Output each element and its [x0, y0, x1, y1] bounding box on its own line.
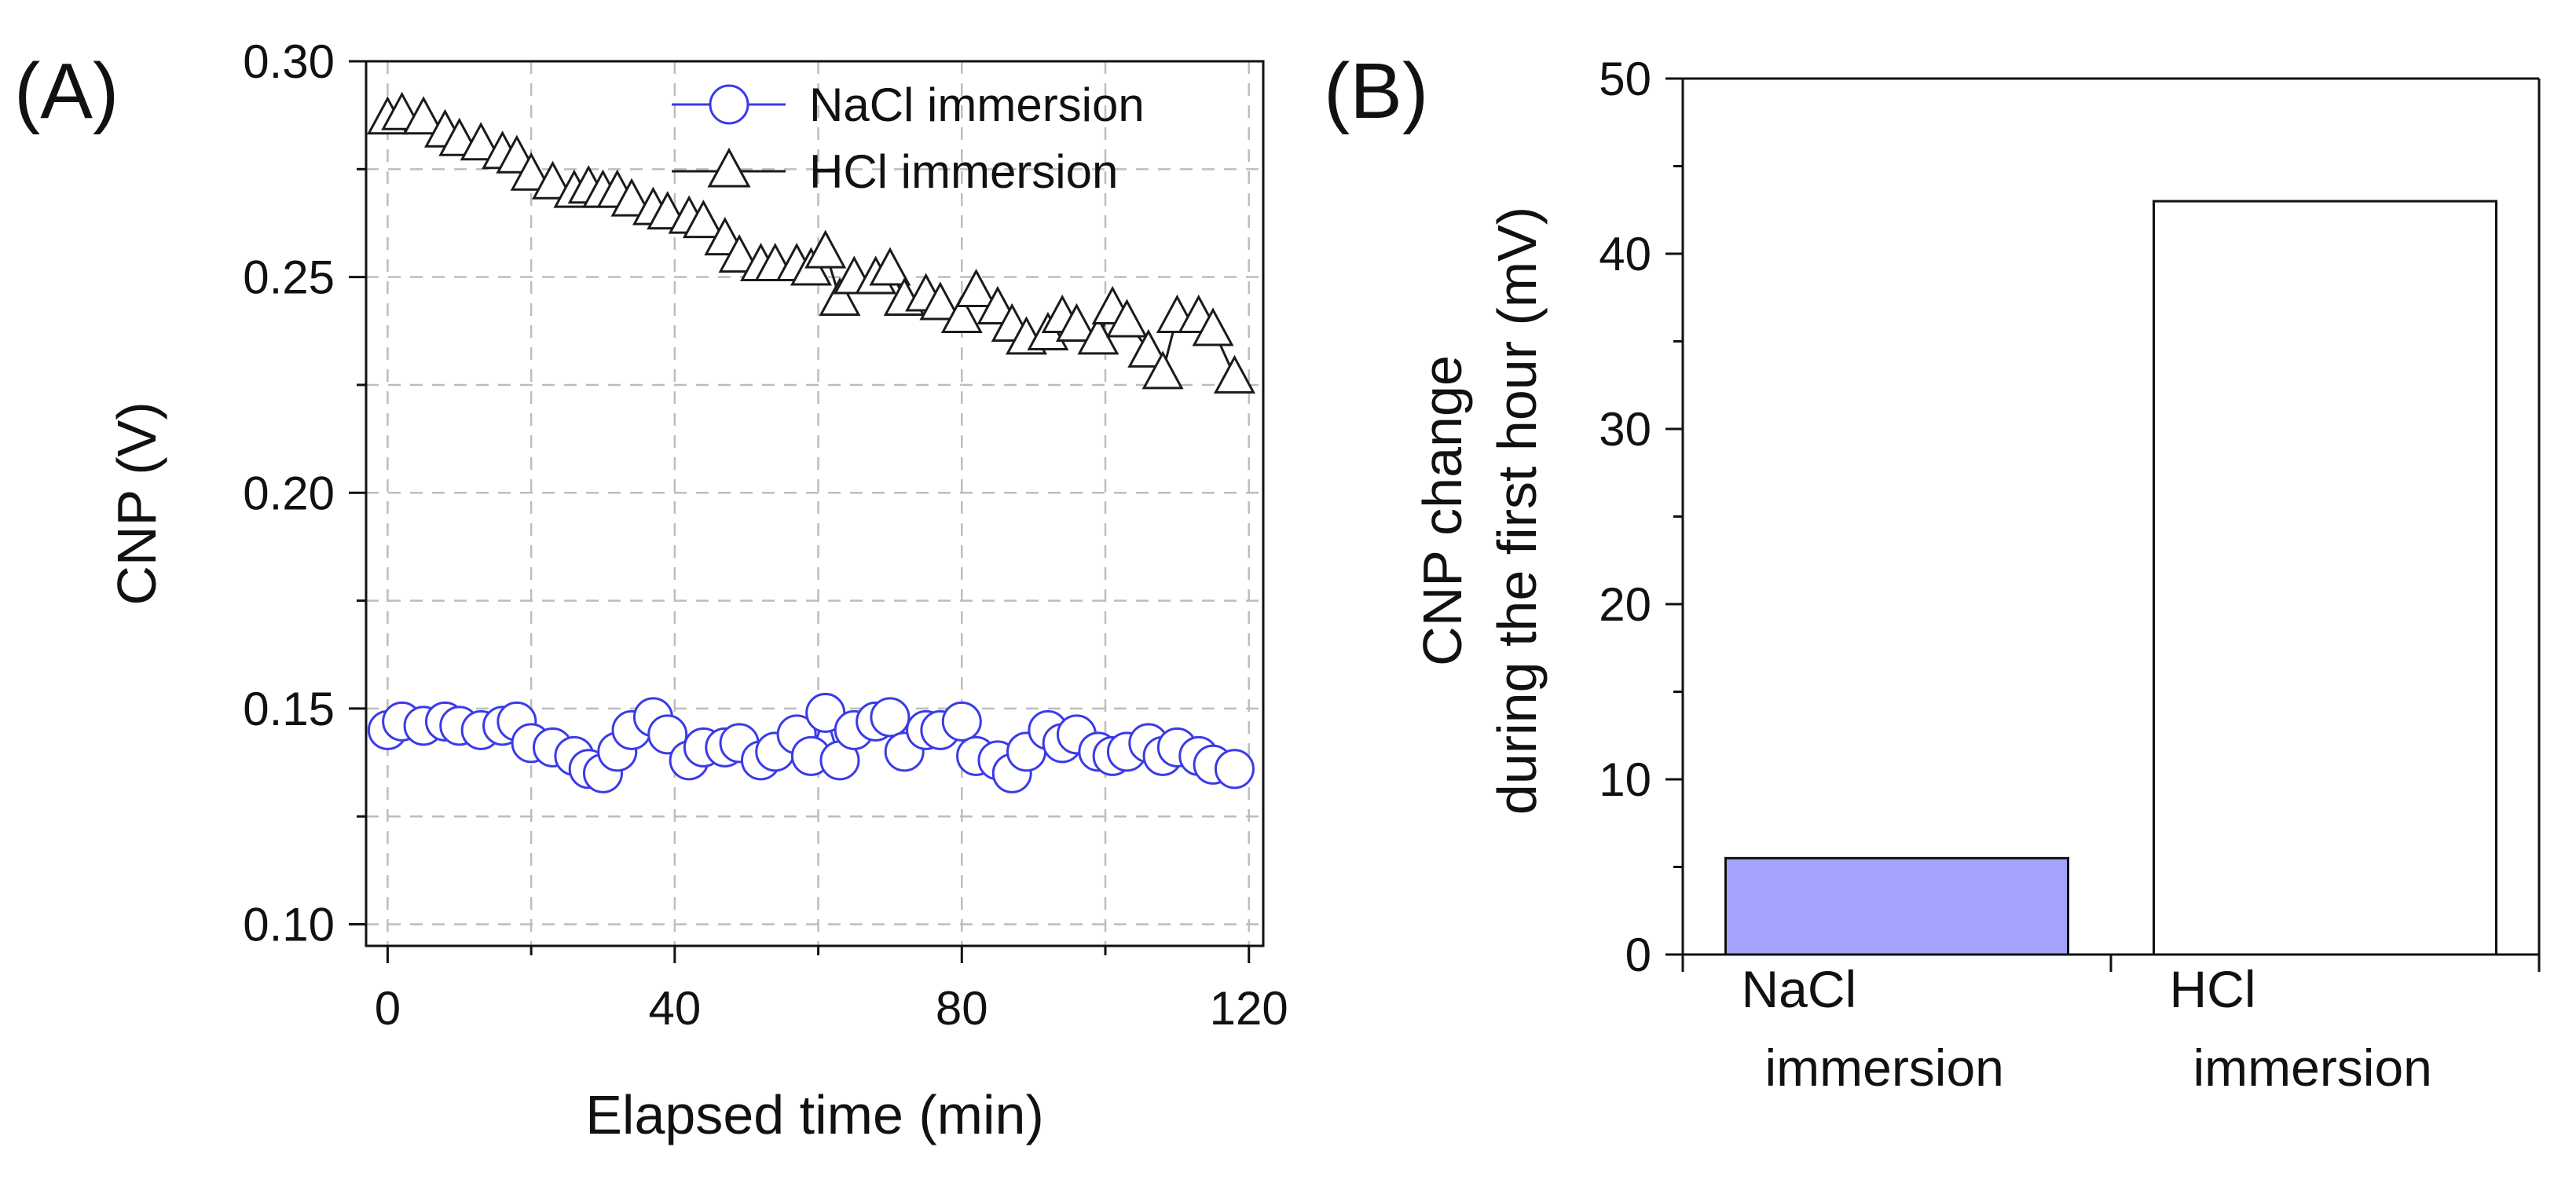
data-point-hcl: [1141, 350, 1184, 390]
y-tick-label: 0.30: [243, 35, 335, 88]
y-tick-label: 0.20: [243, 467, 335, 519]
panel-b-label: (B): [1324, 47, 1428, 135]
legend-entry-nacl: NaCl immersion: [672, 79, 1145, 131]
data-point-hcl: [804, 229, 847, 269]
panel-a-markers: [366, 91, 1255, 793]
data-point-hcl: [1105, 299, 1148, 338]
b-y-tick-label: 20: [1599, 578, 1651, 631]
panel-a: (A) 0 40 80 120 0.10 0.15 0.20 0.25 0.30 Elapsed…: [14, 35, 1288, 1145]
x-tick-label: 80: [936, 982, 988, 1035]
x-tick-label: 40: [648, 982, 701, 1035]
data-point-hcl: [510, 152, 552, 191]
x-tick-label: 120: [1210, 982, 1288, 1035]
data-point-hcl: [1127, 328, 1170, 368]
b-y-tick-label: 0: [1625, 929, 1651, 981]
legend-label-nacl: NaCl immersion: [809, 79, 1145, 131]
data-point-hcl: [955, 268, 998, 308]
data-point-nacl: [870, 697, 911, 738]
category-label-hcl: immersion: [2193, 1039, 2432, 1097]
panel-a-plot-frame: [365, 60, 1265, 947]
category-label-nacl: NaCl: [1742, 960, 1857, 1018]
legend-label-hcl: HCl immersion: [809, 145, 1118, 198]
y-tick-label: 0.15: [243, 683, 335, 735]
legend-marker-hcl: [707, 147, 751, 188]
legend-marker-nacl: [709, 84, 749, 125]
data-point-hcl: [869, 247, 911, 286]
panel-b-bars: [1724, 200, 2497, 956]
panel-a-series-lines: [387, 112, 1236, 775]
panel-a-x-axis-title: Elapsed time (min): [585, 1084, 1044, 1145]
b-y-tick-label: 10: [1599, 753, 1651, 806]
legend-entry-hcl: HCl immersion: [672, 145, 1118, 198]
data-point-hcl: [460, 122, 502, 161]
data-point-nacl: [1214, 749, 1255, 790]
data-point-hcl: [940, 294, 983, 333]
bar-nacl: [1724, 856, 2069, 956]
data-point-hcl: [610, 178, 653, 217]
panel-b: (B) 0 10 20 30 40 50 NaCl immersion HCl immersio…: [1324, 47, 2541, 1097]
b-y-tick-label: 40: [1599, 228, 1651, 280]
b-y-tick-label: 30: [1599, 403, 1651, 456]
panel-a-legend: NaCl immersion HCl immersion: [672, 79, 1145, 198]
data-point-hcl: [919, 281, 962, 321]
data-point-hcl: [682, 200, 724, 239]
panel-b-category-labels: NaCl immersion HCl immersion: [1742, 960, 2432, 1097]
category-label-hcl: HCl: [2170, 960, 2256, 1018]
data-point-nacl: [941, 701, 982, 742]
panel-b-y-axis-title-line-2: during the first hour (mV): [1486, 207, 1548, 815]
data-point-hcl: [1055, 302, 1097, 342]
data-point-hcl: [819, 277, 861, 316]
data-point-hcl: [402, 96, 445, 135]
category-label-nacl: immersion: [1765, 1039, 2004, 1097]
bar-hcl: [2153, 200, 2497, 956]
x-tick-label: 0: [375, 982, 401, 1035]
panel-a-y-axis-title: CNP (V): [106, 401, 167, 605]
y-tick-label: 0.25: [243, 251, 335, 304]
data-point-nacl: [647, 714, 688, 755]
panel-b-y-axis-title-line-1: CNP change: [1412, 355, 1473, 666]
panel-a-ticks: 0 40 80 120 0.10 0.15 0.20 0.25 0.30: [243, 35, 1288, 1035]
data-point-hcl: [1213, 354, 1255, 394]
data-point-hcl: [718, 234, 760, 273]
b-y-tick-label: 50: [1599, 53, 1651, 105]
y-tick-label: 0.10: [243, 899, 335, 951]
data-point-hcl: [532, 160, 574, 200]
panel-b-ticks: 0 10 20 30 40 50: [1599, 53, 2541, 981]
data-point-hcl: [1192, 307, 1234, 346]
panel-a-label: (A): [14, 47, 119, 135]
